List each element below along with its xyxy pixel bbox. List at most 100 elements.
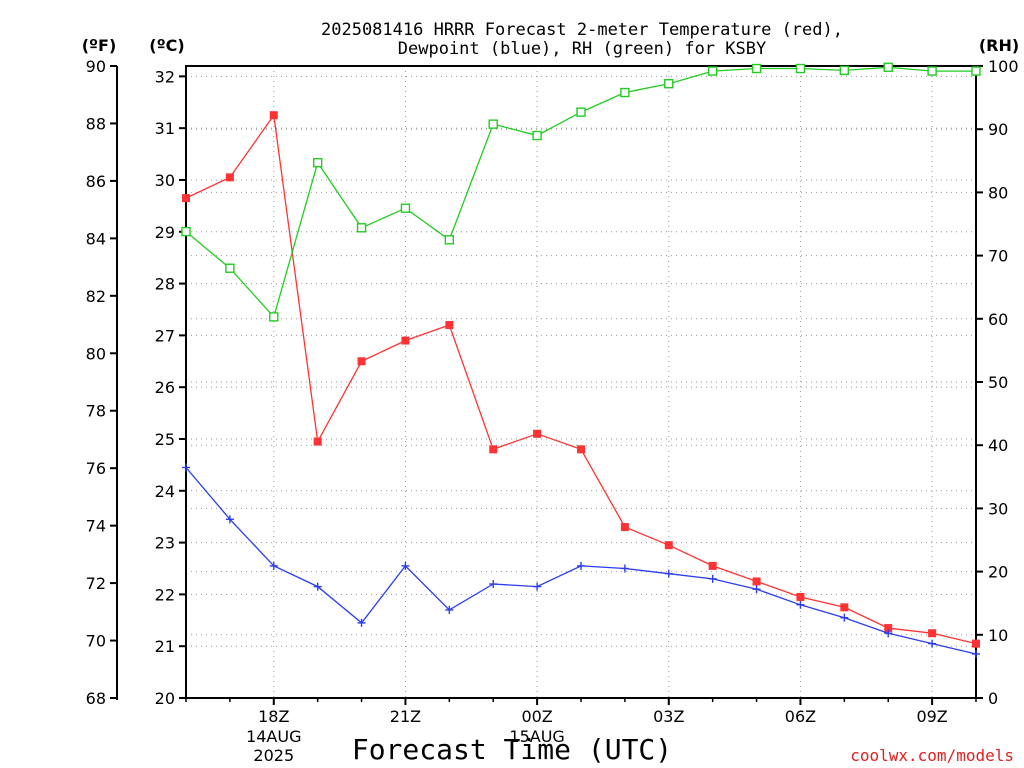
rh-point bbox=[927, 66, 937, 76]
x-tick-sublabel: 15AUG bbox=[509, 727, 564, 746]
rh-tick-label: 90 bbox=[988, 120, 1008, 139]
fahrenheit-tick-label: 78 bbox=[86, 402, 106, 421]
rh-tick-label: 10 bbox=[988, 626, 1008, 645]
temperature-point bbox=[313, 437, 322, 446]
temperature-point bbox=[489, 445, 498, 454]
rh-tick-label: 0 bbox=[988, 689, 998, 708]
x-tick-sublabel: 2025 bbox=[253, 746, 294, 765]
temperature-point bbox=[225, 173, 234, 182]
temperature-point bbox=[182, 194, 190, 203]
series-dewpoint bbox=[182, 463, 980, 658]
celsius-tick-label: 22 bbox=[155, 585, 175, 604]
temperature-point bbox=[577, 445, 585, 454]
rh-tick-label: 60 bbox=[988, 310, 1008, 329]
x-tick-label: 06Z bbox=[785, 707, 816, 726]
celsius-tick-label: 30 bbox=[155, 171, 175, 190]
fahrenheit-tick-label: 76 bbox=[86, 459, 106, 478]
series-rh bbox=[181, 62, 981, 322]
dewpoint-point bbox=[664, 569, 673, 578]
fahrenheit-tick-label: 80 bbox=[86, 344, 106, 363]
dewpoint-point bbox=[182, 463, 190, 472]
dewpoint-point bbox=[533, 582, 542, 591]
celsius-tick-label: 32 bbox=[155, 67, 175, 86]
dewpoint-point bbox=[620, 564, 629, 573]
rh-point bbox=[707, 66, 718, 76]
rh-axis-unit: (RH) bbox=[979, 36, 1019, 55]
dewpoint-point bbox=[577, 561, 585, 570]
temperature-point bbox=[357, 357, 366, 366]
dewpoint-point bbox=[752, 585, 761, 594]
series-line-dewpoint bbox=[185, 467, 977, 655]
rh-point bbox=[576, 107, 586, 117]
x-axis-label: Forecast Time (UTC) bbox=[352, 733, 672, 766]
temperature-point bbox=[928, 629, 937, 638]
chart-title-line-2: Dewpoint (blue), RH (green) for KSBY bbox=[398, 39, 766, 59]
fahrenheit-tick-label: 84 bbox=[86, 229, 106, 248]
fahrenheit-tick-label: 68 bbox=[86, 689, 106, 708]
chart-title-line-1: 2025081416 HRRR Forecast 2-meter Tempera… bbox=[321, 20, 843, 40]
axes bbox=[110, 65, 983, 705]
rh-point bbox=[225, 263, 235, 273]
dewpoint-point bbox=[445, 605, 454, 614]
dewpoint-point bbox=[313, 582, 322, 591]
fahrenheit-tick-label: 70 bbox=[86, 632, 106, 651]
x-tick-label: 21Z bbox=[390, 707, 421, 726]
rh-tick-label: 80 bbox=[988, 183, 1008, 202]
rh-point bbox=[400, 203, 411, 213]
temperature-point bbox=[445, 321, 454, 330]
rh-tick-label: 70 bbox=[988, 247, 1008, 266]
temperature-point bbox=[752, 577, 761, 586]
fahrenheit-tick-label: 74 bbox=[86, 517, 106, 536]
temperature-point bbox=[269, 111, 278, 120]
temperature-point bbox=[840, 603, 849, 612]
rh-point bbox=[795, 63, 806, 74]
rh-point bbox=[971, 66, 981, 76]
x-tick-label: 00Z bbox=[521, 707, 552, 726]
x-tick-label: 18Z bbox=[258, 707, 289, 726]
dewpoint-point bbox=[401, 561, 410, 570]
celsius-tick-label: 21 bbox=[155, 637, 175, 656]
x-tick-label: 03Z bbox=[653, 707, 684, 726]
temperature-point bbox=[664, 541, 673, 550]
temperature-point bbox=[533, 429, 542, 438]
dewpoint-point bbox=[708, 574, 717, 583]
rh-point bbox=[839, 65, 850, 76]
celsius-tick-label: 24 bbox=[155, 482, 175, 501]
rh-tick-label: 40 bbox=[988, 436, 1008, 455]
temperature-point bbox=[401, 336, 410, 345]
rh-point bbox=[181, 226, 191, 237]
series-temperature bbox=[182, 111, 980, 648]
celsius-tick-label: 23 bbox=[155, 534, 175, 553]
temperature-point bbox=[620, 523, 629, 532]
temperature-point bbox=[796, 592, 805, 601]
temperature-point bbox=[972, 639, 980, 648]
rh-point bbox=[312, 157, 323, 168]
fahrenheit-tick-label: 86 bbox=[86, 172, 106, 191]
temperature-point bbox=[884, 624, 893, 633]
temperature-point bbox=[708, 561, 717, 570]
celsius-tick-label: 28 bbox=[155, 275, 175, 294]
x-tick-sublabel: 14AUG bbox=[246, 727, 301, 746]
fahrenheit-tick-label: 82 bbox=[86, 287, 106, 306]
rh-point bbox=[444, 235, 455, 245]
fahrenheit-tick-label: 90 bbox=[86, 57, 106, 76]
dewpoint-point bbox=[840, 613, 849, 622]
rh-point bbox=[269, 312, 279, 322]
fahrenheit-tick-label: 88 bbox=[86, 114, 106, 133]
rh-point bbox=[488, 119, 498, 129]
celsius-axis-unit: (ºC) bbox=[149, 36, 184, 55]
celsius-tick-label: 26 bbox=[155, 378, 175, 397]
dewpoint-point bbox=[269, 561, 278, 570]
celsius-tick-label: 25 bbox=[155, 430, 175, 449]
dewpoint-point bbox=[884, 629, 893, 638]
rh-point bbox=[751, 63, 762, 74]
dewpoint-point bbox=[928, 639, 937, 648]
dewpoint-point bbox=[225, 515, 234, 524]
rh-tick-label: 100 bbox=[988, 57, 1019, 76]
data-series bbox=[181, 62, 981, 658]
rh-point bbox=[883, 62, 893, 72]
celsius-tick-label: 20 bbox=[155, 689, 175, 708]
rh-point bbox=[356, 223, 367, 233]
fahrenheit-axis-unit: (ºF) bbox=[82, 36, 117, 55]
